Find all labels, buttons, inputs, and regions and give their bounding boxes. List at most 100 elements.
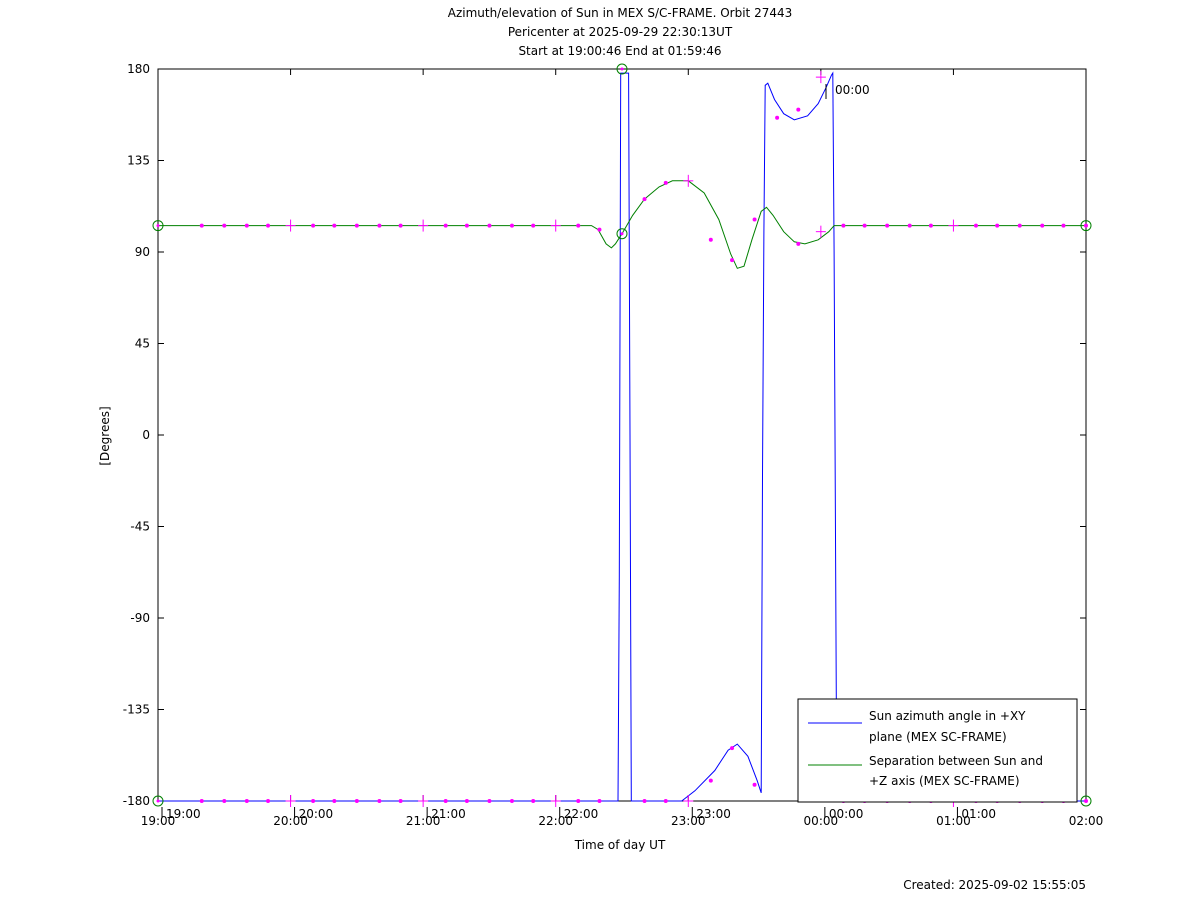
data-point-dot [332, 799, 337, 803]
data-point-dot [311, 799, 316, 803]
data-point-dot [354, 223, 359, 228]
data-point-dot [531, 799, 536, 803]
data-point-dot [377, 799, 382, 803]
data-point-dot [642, 799, 647, 803]
data-point-dot [928, 223, 933, 228]
data-point-dot [464, 223, 469, 228]
legend-box [797, 698, 1078, 803]
created-timestamp: Created: 2025-09-02 15:55:05 [903, 878, 1086, 892]
y-tick-label: 0 [142, 428, 150, 442]
hour-annotation-label: 01:00 [961, 807, 996, 821]
marker-layer [152, 63, 1092, 807]
hour-plus-marker [285, 219, 296, 232]
data-point-dot [907, 223, 912, 228]
data-point-dot [576, 799, 581, 803]
y-tick-label: -45 [130, 520, 150, 534]
event-circle-center [156, 799, 160, 803]
event-circle-marker [1080, 795, 1092, 807]
data-point-dot [775, 115, 780, 120]
data-point-dot [244, 799, 249, 803]
chart-title-line-1: Azimuth/elevation of Sun in MEX S/C-FRAM… [448, 6, 793, 20]
data-point-dot [464, 799, 469, 803]
chart-title-line-3: Start at 19:00:46 End at 01:59:46 [518, 44, 721, 58]
x-tick-label: 20:00 [273, 814, 308, 828]
data-point-dot [973, 223, 978, 228]
y-tick-label: 135 [127, 154, 150, 168]
event-circle-marker [1080, 220, 1092, 232]
hour-plus-marker [815, 225, 826, 238]
hour-plus-marker [550, 795, 561, 807]
hour-annotation-label: 23:00 [696, 807, 731, 821]
data-point-dot [266, 799, 271, 803]
hour-annotation-label: 20:00 [299, 807, 334, 821]
data-point-dot [862, 223, 867, 228]
legend-label-separation-line-2: +Z axis (MEX SC-FRAME) [869, 774, 1020, 788]
data-point-dot [398, 223, 403, 228]
axis-ticks: 180 135 90 45 0 -45 -90 -135 -180 19:00 20:00 21:00… [123, 62, 1104, 828]
data-point-dot [1040, 223, 1045, 228]
x-tick-label: 21:00 [406, 814, 441, 828]
hour-annotation-label: 21:00 [431, 807, 466, 821]
data-point-dot [796, 107, 801, 112]
series-layer [158, 71, 1086, 802]
data-point-dot [885, 223, 890, 228]
data-point-dot [730, 258, 735, 263]
event-circle-center [156, 224, 160, 228]
hour-plus-marker [683, 795, 694, 807]
event-circle-marker [616, 228, 628, 240]
data-point-dot [509, 799, 514, 803]
event-circle-center [1084, 799, 1088, 803]
event-circle-marker [152, 220, 164, 232]
y-tick-label: -90 [130, 611, 150, 625]
data-point-dot [730, 746, 735, 751]
x-tick-label: 22:00 [538, 814, 573, 828]
y-tick-label: 90 [135, 245, 150, 259]
event-circle-center [1084, 224, 1088, 228]
data-point-dot [199, 223, 204, 228]
hour-annotation-label: 19:00 [166, 807, 201, 821]
plot-frame [157, 68, 1087, 802]
data-point-dot [332, 223, 337, 228]
data-point-dot [222, 223, 227, 228]
event-circle-marker [152, 795, 164, 807]
hour-plus-marker [683, 174, 694, 187]
data-point-dot [443, 799, 448, 803]
data-point-dot [841, 223, 846, 228]
chart-title-line-2: Pericenter at 2025-09-29 22:30:13UT [508, 25, 733, 39]
hour-plus-marker [948, 219, 959, 232]
data-point-dot [1061, 223, 1066, 228]
hour-plus-marker [418, 219, 429, 232]
event-circle-marker [616, 63, 628, 75]
hour-plus-marker [418, 795, 429, 807]
data-point-dot [663, 799, 668, 803]
y-tick-label: -135 [123, 703, 150, 717]
hour-plus-marker [550, 219, 561, 232]
data-point-dot [752, 217, 757, 222]
data-point-dot [708, 237, 713, 242]
y-tick-label: -180 [123, 794, 150, 808]
data-point-dot [398, 799, 403, 803]
data-point-dot [752, 782, 757, 787]
hour-annotation-label: 00:00 [829, 807, 864, 821]
data-point-dot [995, 223, 1000, 228]
data-point-dot [222, 799, 227, 803]
legend-label-azimuth-line-1: Sun azimuth angle in +XY [869, 709, 1026, 723]
x-axis-label: Time of day UT [574, 838, 666, 852]
separation-series-line [158, 180, 1086, 269]
y-tick-label: 180 [127, 62, 150, 76]
x-tick-label: 02:00 [1069, 814, 1104, 828]
event-circle-center [620, 232, 624, 236]
data-point-dot [199, 799, 204, 803]
x-tick-label: 00:00 [804, 814, 839, 828]
event-circle-center [620, 67, 624, 71]
x-tick-label: 23:00 [671, 814, 706, 828]
azimuth-series-line [158, 71, 1086, 802]
data-point-dot [642, 197, 647, 202]
data-point-dot [311, 223, 316, 228]
data-point-dot [708, 778, 713, 783]
data-point-dot [244, 223, 249, 228]
data-point-dot [354, 799, 359, 803]
data-point-dot [597, 227, 602, 232]
hour-plus-marker [815, 71, 826, 84]
